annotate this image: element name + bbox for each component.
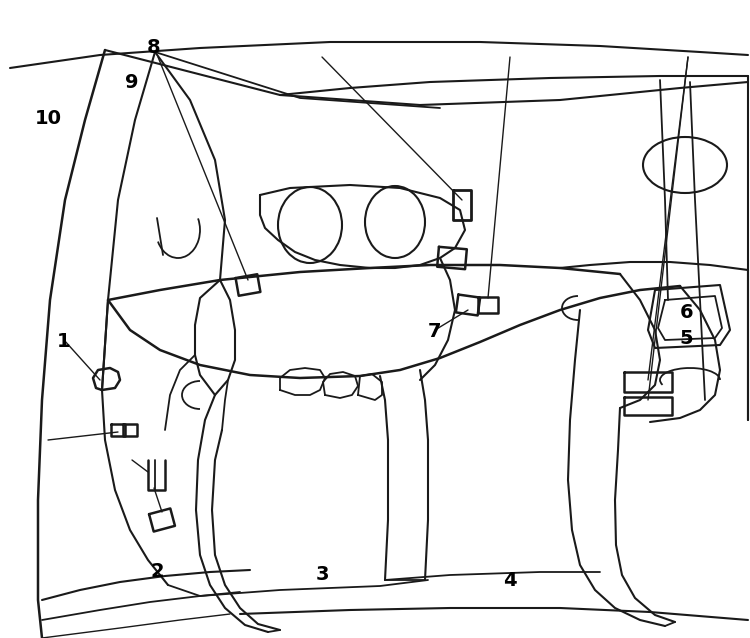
Text: 6: 6 [680, 303, 693, 322]
Text: 5: 5 [680, 329, 693, 348]
Text: 7: 7 [428, 322, 442, 341]
Text: 1: 1 [57, 332, 70, 351]
Text: 8: 8 [147, 38, 160, 57]
Text: 9: 9 [124, 73, 138, 93]
Text: 4: 4 [503, 571, 517, 590]
Text: 3: 3 [316, 565, 329, 584]
Text: 2: 2 [151, 561, 164, 581]
Text: 10: 10 [35, 108, 62, 128]
